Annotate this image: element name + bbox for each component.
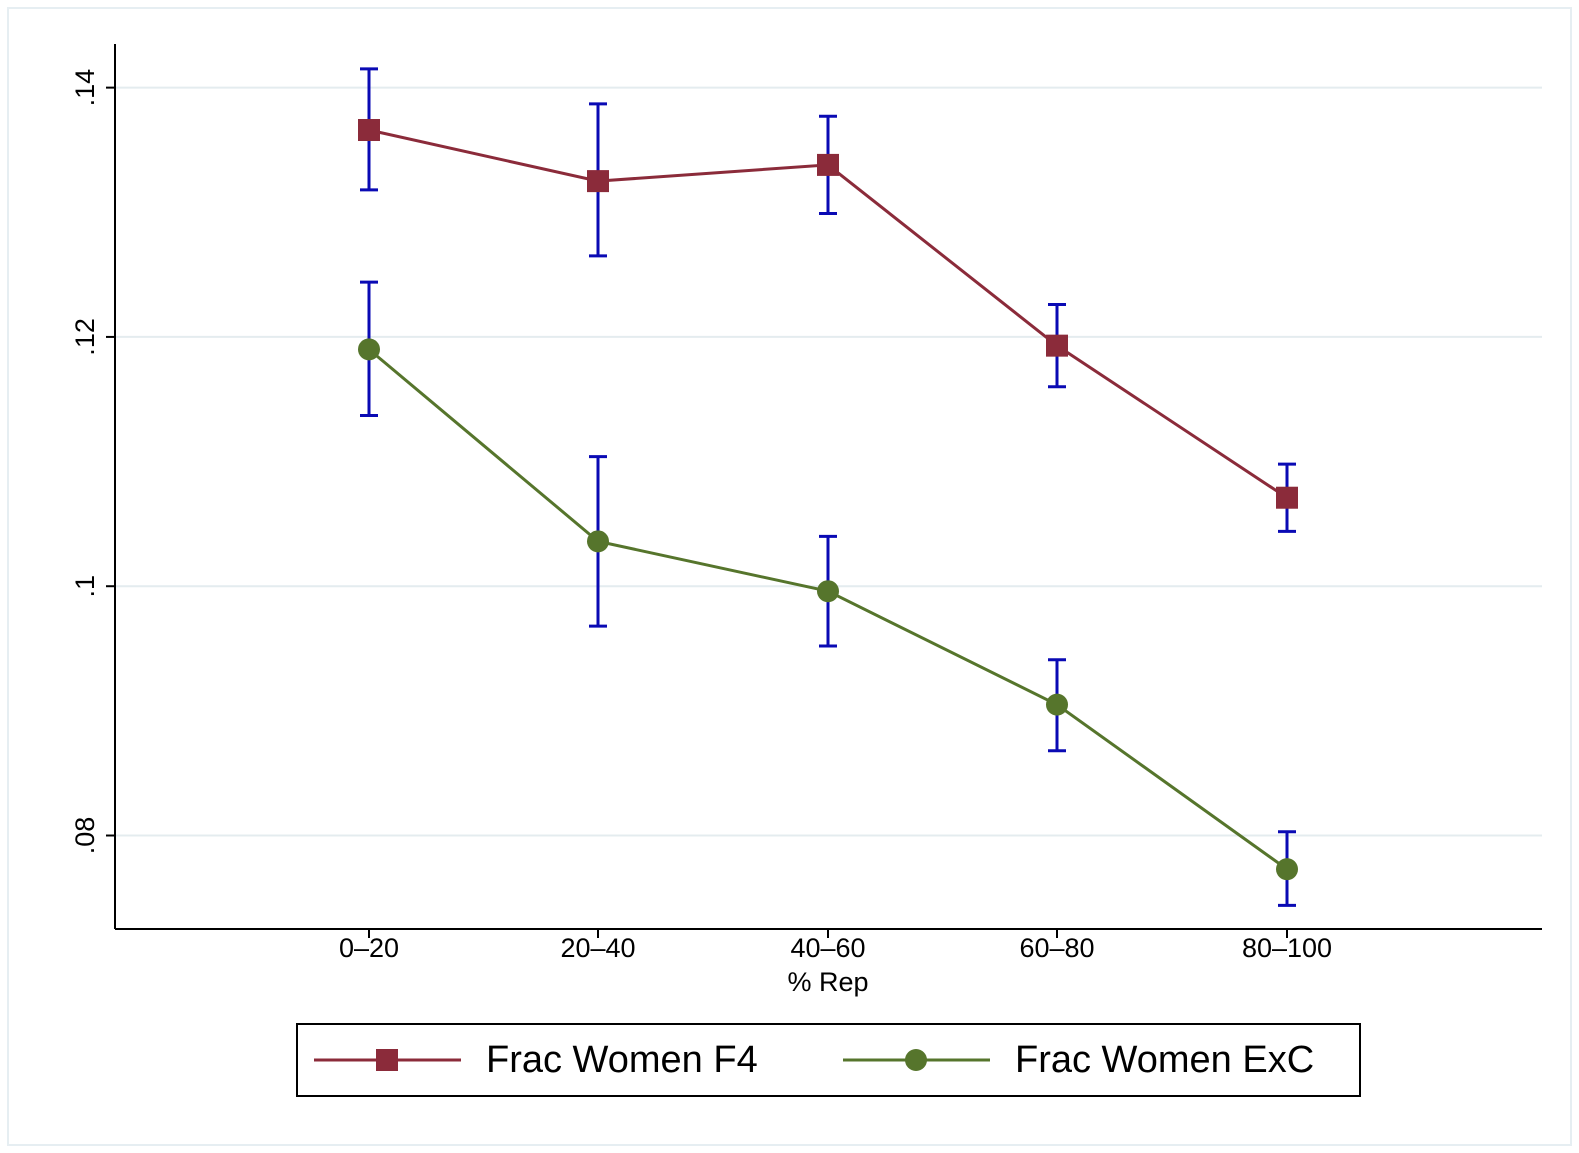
figure-outer-border	[7, 7, 1572, 1146]
data-point-circle	[358, 338, 380, 361]
data-point-square	[817, 153, 839, 176]
data-point-square	[1276, 486, 1298, 509]
data-point-circle	[587, 530, 609, 553]
legend-label: Frac Women F4	[486, 1039, 758, 1081]
axes: .08 .1 .12 .14 0–20 20–40 40–60 60–80 80–100 % Re…	[70, 44, 1542, 997]
series-1	[358, 67, 1298, 533]
data-point-circle	[1276, 858, 1298, 881]
legend-label: Frac Women ExC	[1015, 1039, 1314, 1081]
y-tick-label: .08	[70, 817, 100, 855]
y-tick-label: .1	[70, 575, 100, 598]
x-axis-title: % Rep	[787, 967, 868, 997]
x-tick-label: 80–100	[1242, 933, 1332, 963]
legend-entry-2: Frac Women ExC	[843, 1039, 1314, 1081]
y-tick-label: .12	[70, 318, 100, 356]
data-point-circle	[1046, 693, 1068, 716]
x-tick-label: 60–80	[1019, 933, 1094, 963]
data-point-square	[587, 170, 609, 193]
y-tick-label: .14	[70, 69, 100, 107]
data-point-square	[1046, 334, 1068, 357]
series-group	[358, 67, 1298, 907]
series-2	[358, 280, 1298, 907]
legend-marker-circle	[905, 1049, 927, 1071]
data-point-circle	[817, 580, 839, 603]
legend-marker-square	[376, 1049, 398, 1071]
data-point-square	[358, 119, 380, 142]
legend: Frac Women F4 Frac Women ExC	[296, 1023, 1361, 1097]
legend-entry-1: Frac Women F4	[314, 1039, 758, 1081]
x-tick-label: 20–40	[560, 933, 635, 963]
x-tick-label: 40–60	[790, 933, 865, 963]
x-tick-label: 0–20	[339, 933, 399, 963]
legend-box	[296, 1023, 1361, 1097]
